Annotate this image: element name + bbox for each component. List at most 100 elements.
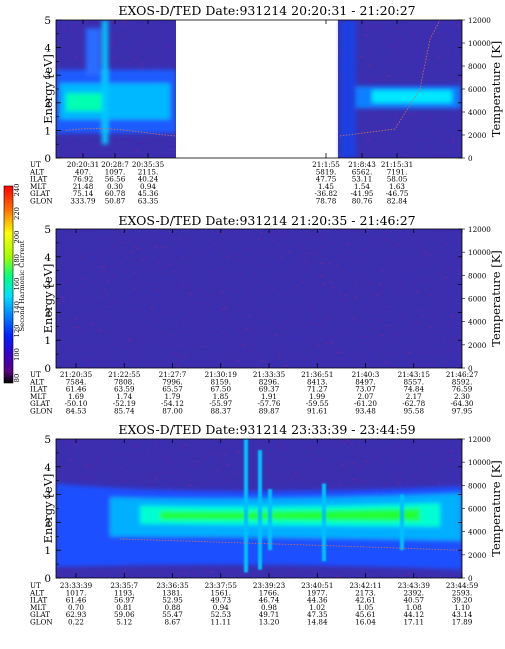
orbit-cell: 1561.	[210, 588, 231, 597]
orbit-cell: 1193.	[114, 588, 135, 597]
orbit-cell: 47.35	[307, 610, 328, 619]
orbit-cell: 59.06	[114, 610, 135, 619]
panel-2-axes: 0 1 2 3 4 5 0 2000 4000 6000 8000 10000 12000 Energy …	[41, 224, 503, 375]
orbit-cell: 55.47	[162, 610, 183, 619]
orbit-cell: 16.04	[355, 618, 376, 627]
orbit-cell: 13.20	[259, 618, 280, 627]
orbit-cell: 21:27:7	[159, 370, 187, 379]
orbit-cell: 62.93	[66, 610, 87, 619]
y2-tick-label: 6000	[468, 85, 487, 94]
orbit-cell: 65.57	[162, 385, 183, 394]
colorbar-tick-label: 180	[13, 254, 21, 267]
colorbar-tick-label: 140	[13, 301, 21, 314]
orbit-cell: -59.55	[306, 399, 329, 408]
orbit-cell: 63.35	[138, 197, 159, 206]
colorbar-tick-label: 240	[13, 184, 21, 197]
orbit-cell: 21:36:51	[301, 370, 333, 379]
panel-3-title: EXOS-D/TED Date:931214 23:33:39 - 23:44:…	[118, 422, 415, 437]
colorbar-ticks: 240 220 200 180 160 140 120 100 80	[13, 184, 21, 383]
y2-tick-label: 6000	[468, 505, 487, 514]
panel-2: EXOS-D/TED Date:931214 21:20:35 - 21:46:…	[29, 213, 503, 416]
orbit-cell: 17.11	[403, 618, 424, 627]
orbit-cell: 1.74	[116, 392, 132, 401]
orbit-cell: 8.67	[164, 618, 180, 627]
orbit-cell: 0.94	[213, 603, 229, 612]
orbit-cell: 21:20:35	[60, 370, 93, 379]
y-tick-label: 5	[44, 434, 51, 446]
orbit-cell: 11.11	[210, 618, 231, 627]
orbit-cell: 333.79	[70, 197, 96, 206]
orbit-cell: 49.73	[210, 596, 231, 605]
orbit-cell: 0.30	[107, 182, 123, 191]
panel-1-title: EXOS-D/TED Date:931214 20:20:31 - 21:20:…	[118, 3, 415, 18]
orbit-cell: 23:36:35	[156, 581, 189, 590]
orbit-cell: 56.97	[114, 596, 135, 605]
orbit-cell: 7584.	[66, 377, 87, 386]
orbit-cell: 23:40:51	[301, 581, 333, 590]
orbit-cell: 21:46:27	[446, 370, 479, 379]
ion-spikes	[244, 439, 404, 573]
orbit-cell: 87.00	[162, 407, 183, 416]
y2-tick-label: 6000	[468, 295, 487, 304]
y2-axis-label: Temperature [K]	[489, 250, 503, 347]
orbit-cell: 21:15:31	[381, 160, 413, 169]
y2-tick-label: 0	[468, 154, 473, 163]
panel-3-orbit-table: UTALTILATMLTGLATGLON23:33:391017.61.460.…	[29, 581, 479, 627]
orbit-cell: 14.84	[307, 618, 328, 627]
ion-feature-early	[56, 20, 176, 145]
orbit-cell: 8296.	[259, 377, 280, 386]
orbit-cell: 5.12	[116, 618, 132, 627]
orbit-cell: 58.05	[387, 175, 408, 184]
orbit-cell: 2392.	[403, 588, 424, 597]
orbit-cell: 1.79	[164, 392, 180, 401]
orbit-cell: 21:30:19	[205, 370, 238, 379]
orbit-cell: 20:35:35	[132, 160, 165, 169]
orbit-cell: 1.85	[213, 392, 229, 401]
orbit-row-label: ILAT	[30, 175, 47, 184]
y2-tick-label: 8000	[468, 481, 487, 490]
orbit-cell: 2.07	[357, 392, 373, 401]
y2-tick-label: 4000	[468, 318, 487, 327]
orbit-cell: 82.84	[387, 197, 408, 206]
y-tick-label: 2	[44, 517, 51, 529]
orbit-cell: 60.78	[105, 189, 126, 198]
orbit-cell: 76.59	[452, 385, 473, 394]
orbit-cell: 5819.	[316, 167, 337, 176]
orbit-cell: -50.10	[64, 399, 87, 408]
orbit-row-label: UT	[30, 370, 41, 379]
y2-tick-label: 12000	[468, 225, 491, 234]
y2-tick-label: 12000	[468, 16, 491, 25]
y-axis-label: Energy [eV]	[41, 474, 55, 544]
y-tick-label: 2	[44, 98, 51, 110]
orbit-cell: 7996.	[162, 377, 183, 386]
orbit-cell: 53.11	[352, 175, 373, 184]
orbit-cell: 8497.	[355, 377, 376, 386]
orbit-cell: 1.02	[309, 603, 325, 612]
y-axis-label: Energy [eV]	[41, 264, 55, 334]
orbit-cell: 69.37	[259, 385, 280, 394]
colorbar: 240 220 200 180 160 140 120 100 80 Second Harmon…	[3, 184, 26, 384]
plot-background	[56, 229, 462, 368]
orbit-cell: 88.37	[210, 407, 231, 416]
orbit-cell: 1.45	[318, 182, 334, 191]
orbit-cell: 46.74	[259, 596, 280, 605]
panel-1-spectrogram	[56, 20, 462, 158]
orbit-cell: -36.82	[314, 189, 337, 198]
colorbar-tick-label: 200	[13, 231, 21, 244]
orbit-cell: 21:43:15	[398, 370, 431, 379]
orbit-cell: 20:20:31	[67, 160, 99, 169]
panel-3-plot	[56, 439, 462, 578]
orbit-cell: 1017.	[66, 588, 87, 597]
orbit-cell: 91.61	[307, 407, 328, 416]
orbit-cell: 75.14	[73, 189, 94, 198]
panel-1: EXOS-D/TED Date:931214 20:20:31 - 21:20:…	[29, 3, 503, 206]
orbit-cell: 89.87	[259, 407, 280, 416]
orbit-cell: 43.14	[452, 610, 473, 619]
orbit-cell: 1.08	[406, 603, 422, 612]
orbit-cell: 6562.	[352, 167, 373, 176]
orbit-row-label: GLON	[30, 407, 53, 416]
ion-feature-late	[340, 20, 460, 158]
orbit-cell: 2.17	[406, 392, 422, 401]
